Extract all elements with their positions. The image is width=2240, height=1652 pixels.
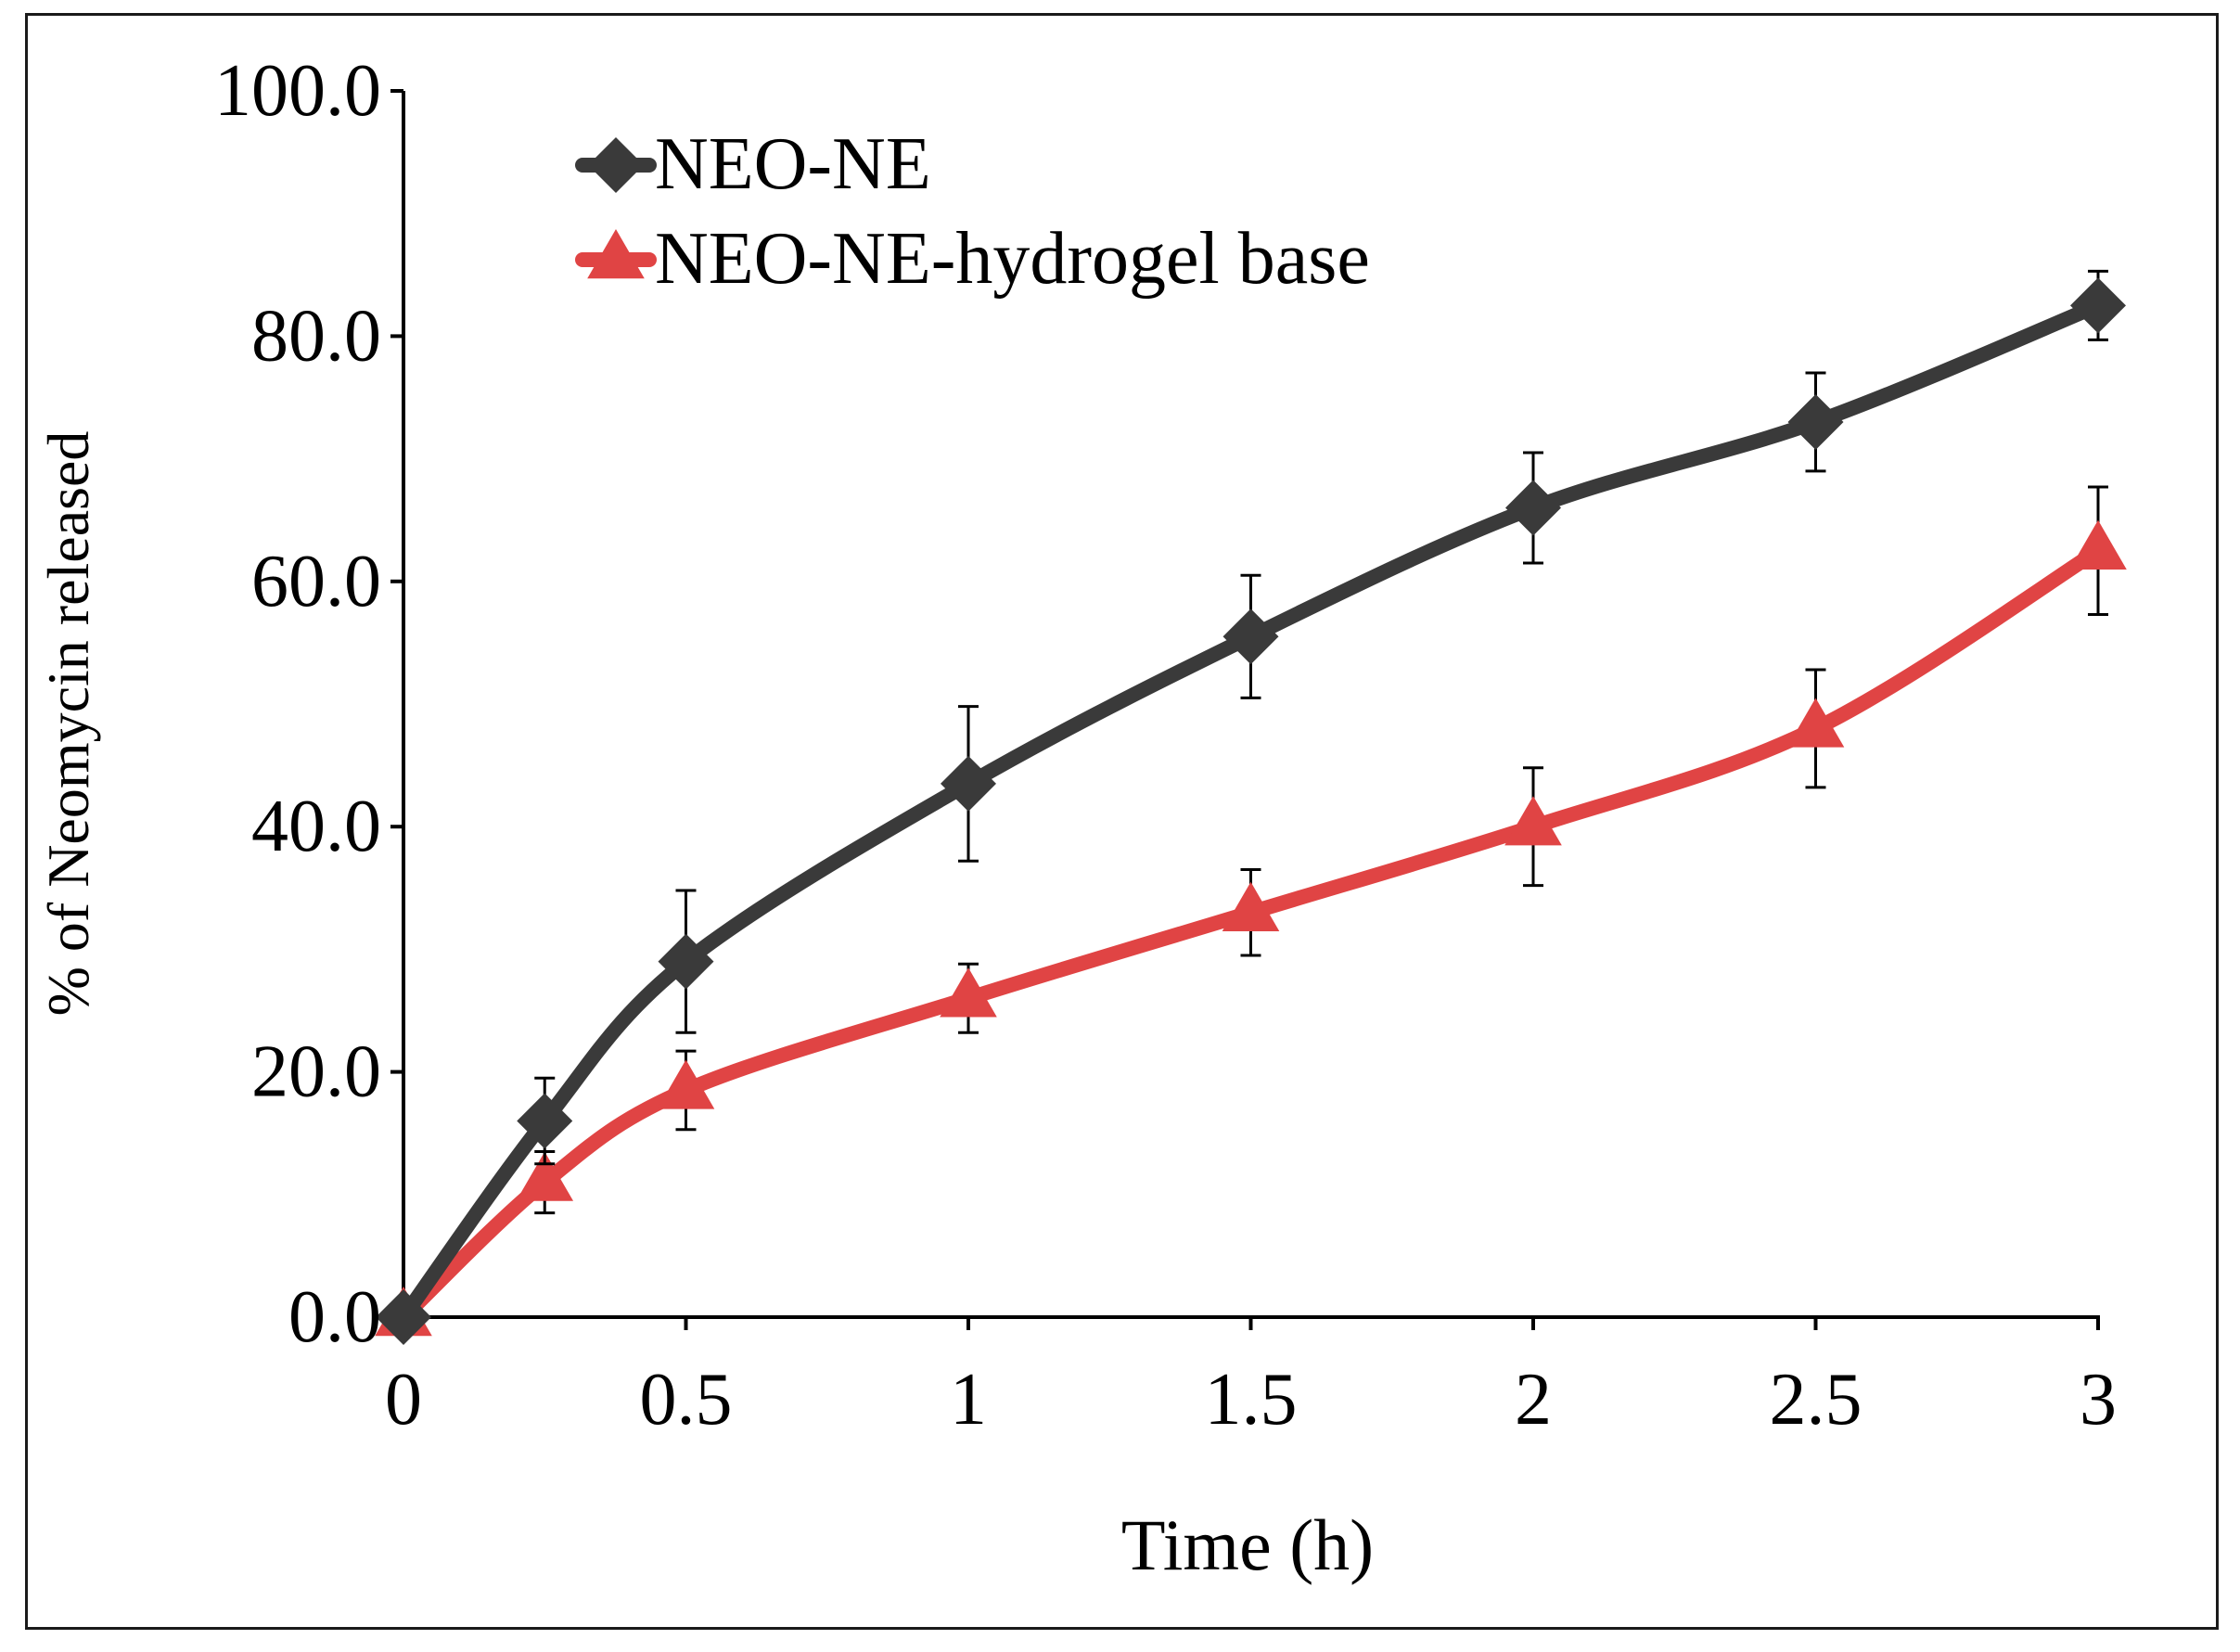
- point-neo-ne-6: [1787, 393, 1844, 450]
- point-neo-ne-hydrogel-base-4: [1222, 881, 1280, 931]
- point-neo-ne-4: [1222, 608, 1279, 665]
- y-tick-label-0-0: 0.0: [288, 1276, 381, 1358]
- point-neo-ne-hydrogel-base-1: [516, 1151, 574, 1201]
- series-neo-ne: [376, 269, 2126, 1345]
- y-tick-label-80-0: 80.0: [251, 295, 381, 377]
- series: [375, 269, 2127, 1345]
- point-neo-ne-hydrogel-base-6: [1786, 698, 1845, 748]
- x-tick-label-2: 2: [1515, 1359, 1552, 1441]
- point-neo-ne-7: [2070, 277, 2126, 334]
- legend-label-neo-ne: NEO-NE: [655, 123, 931, 205]
- x-tick-label-3: 3: [2080, 1359, 2117, 1441]
- legend-label-neo-ne-hydrogel-base: NEO-NE-hydrogel base: [655, 218, 1370, 300]
- x-tick-label-1-5: 1.5: [1205, 1359, 1298, 1441]
- legend-marker-neo-ne: [588, 137, 644, 193]
- figure-frame: [25, 13, 2219, 1630]
- point-neo-ne-1: [517, 1093, 573, 1149]
- legend: NEO-NE NEO-NE-hydrogel base: [575, 123, 1370, 300]
- line-neo-ne: [396, 298, 2106, 1325]
- point-neo-ne-5: [1505, 480, 1561, 536]
- point-neo-ne-hydrogel-base-2: [657, 1059, 715, 1109]
- series-neo-ne-hydrogel-base: [375, 485, 2127, 1337]
- legend-item-neo-ne: NEO-NE: [575, 123, 931, 205]
- legend-item-neo-ne-hydrogel-base: NEO-NE-hydrogel base: [575, 218, 1370, 300]
- y-tick-label-100-0: 100.0: [214, 50, 381, 132]
- point-neo-ne-2: [658, 933, 714, 990]
- legend-marker-neo-ne-hydrogel-base: [587, 229, 645, 279]
- tick-labels: 0.0 20.0 40.0 60.0 80.0 100.0 0 0.5 1 1.5 2 2.5 3: [214, 50, 2117, 1441]
- y-tick-label-40-0: 40.0: [251, 786, 381, 867]
- y-tick-label-20-0: 20.0: [251, 1031, 381, 1113]
- y-tick-label-60-0: 60.0: [251, 541, 381, 622]
- point-neo-ne-hydrogel-base-7: [2069, 519, 2127, 570]
- point-neo-ne-3: [941, 755, 996, 812]
- point-neo-ne-hydrogel-base-3: [940, 967, 997, 1018]
- x-tick-label-2-5: 2.5: [1770, 1359, 1862, 1441]
- y-axis-label: % of Neomycin released: [35, 431, 101, 1017]
- point-neo-ne-0: [376, 1289, 431, 1345]
- x-tick-label-1: 1: [950, 1359, 987, 1441]
- x-axis-label: Time (h): [1121, 1505, 1374, 1585]
- x-tick-label-0-5: 0.5: [640, 1359, 733, 1441]
- point-neo-ne-hydrogel-base-5: [1504, 796, 1562, 846]
- x-tick-label-0: 0: [385, 1359, 422, 1441]
